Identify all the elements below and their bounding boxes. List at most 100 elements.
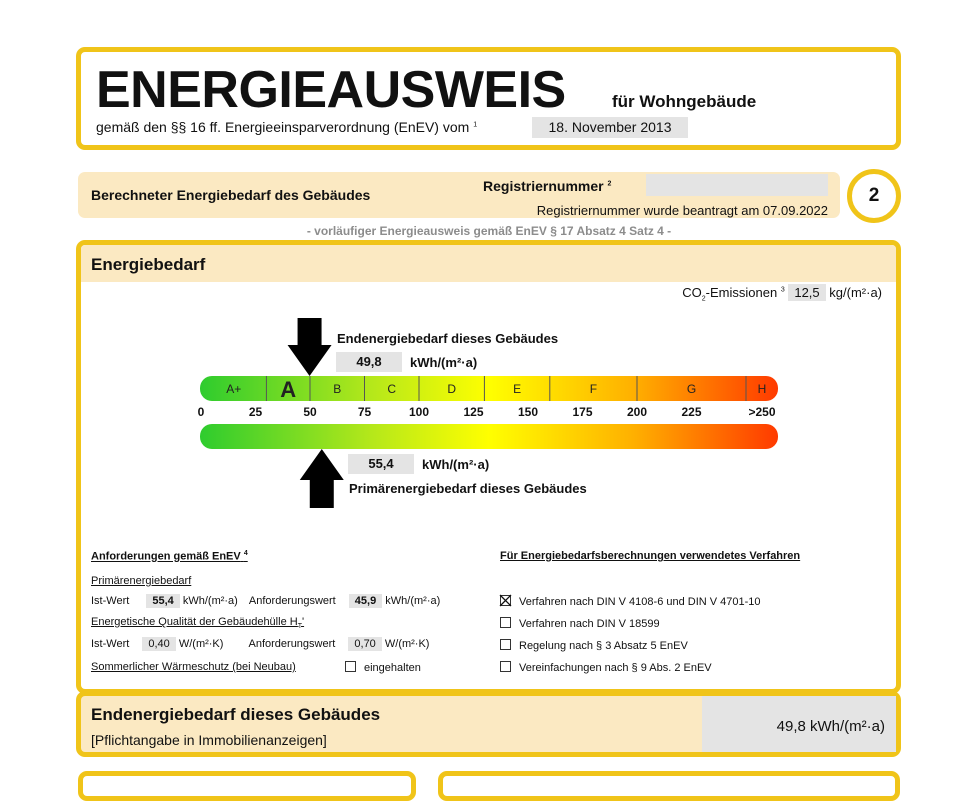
provisional-note: - vorläufiger Energieausweis gemäß EnEV … (306, 224, 672, 238)
registration-note: Registriernummer wurde beantragt am 07.0… (536, 203, 828, 218)
class-label-D: D (447, 382, 456, 396)
page-number-badge: 2 (847, 169, 901, 223)
checked-checkbox-icon (499, 594, 512, 607)
basis-text: gemäß den §§ 16 ff. Energieeinsparverord… (96, 119, 477, 135)
class-label-G: G (687, 382, 696, 396)
end-energy-value: 49,8 (336, 352, 402, 372)
cross-mark-icon (499, 594, 512, 607)
anf-label: Anforderungswert (248, 595, 336, 607)
checkbox-icon (345, 661, 356, 672)
class-label-C: C (387, 382, 396, 396)
section-title: Berechneter Energiebedarf des Gebäudes (91, 187, 371, 203)
procedure-option-label: Verfahren nach DIN V 18599 (519, 618, 660, 630)
procedure-option[interactable]: Vereinfachungen nach § 9 Abs. 2 EnEV (500, 661, 712, 674)
class-label-B: B (333, 382, 341, 396)
procedure-option-label: Regelung nach § 3 Absatz 5 EnEV (519, 640, 688, 652)
energiebedarf-header (81, 245, 896, 282)
requirements-title-text: Anforderungen gemäß EnEV (91, 550, 241, 563)
registration-label: Registriernummer 2 (483, 178, 611, 194)
envelope-prime: ' (301, 616, 305, 628)
footnote-1: 1 (473, 121, 478, 129)
procedure-option[interactable]: Verfahren nach DIN V 18599 (500, 617, 660, 630)
tick-label: 25 (249, 405, 263, 419)
tick-label: 225 (681, 405, 701, 419)
end-energy-label: Endenergiebedarf dieses Gebäudes (337, 331, 559, 346)
envelope-anf-unit: W/(m²·K) (384, 638, 430, 650)
tick-label: 200 (627, 405, 647, 419)
class-label-A+: A+ (226, 382, 241, 396)
anf-label: Anforderungswert (248, 638, 336, 650)
envelope-anf-value: 0,70 (348, 637, 382, 651)
co2-label-rest: -Emissionen (705, 285, 778, 300)
document-title: ENERGIEAUSWEIS (96, 61, 566, 119)
ist-label: Ist-Wert (91, 595, 130, 607)
summer-checkbox[interactable]: eingehalten (345, 661, 421, 674)
end-energy-unit: kWh/(m²·a) (410, 355, 478, 370)
co2-label: CO (682, 285, 702, 300)
procedure-title: Für Energiebedarfsberechnungen verwendet… (500, 550, 801, 562)
tick-label: 175 (572, 405, 592, 419)
primary-energy-unit: kWh/(m²·a) (422, 457, 490, 472)
tick-label: >250 (748, 405, 775, 419)
tick-label: 100 (409, 405, 429, 419)
summary-value: 49,8 kWh/(m²·a) (776, 718, 885, 735)
footnote-3: 3 (780, 286, 785, 294)
envelope-title-text: Energetische Qualität der Gebäudehülle H (91, 616, 298, 628)
summer-option-label: eingehalten (364, 662, 421, 674)
checkbox-icon (500, 617, 511, 628)
envelope-sub: T (297, 623, 302, 631)
requirements-title: Anforderungen gemäß EnEV 4 (91, 550, 248, 563)
procedure-option[interactable]: Regelung nach § 3 Absatz 5 EnEV (500, 639, 688, 652)
footnote-4: 4 (243, 550, 248, 557)
primary-requirement-row: Ist-Wert 55,4 kWh/(m²·a) Anforderungswer… (91, 594, 441, 608)
summary-subtitle: [Pflichtangabe in Immobilienanzeigen] (91, 732, 327, 748)
primary-anf-value: 45,9 (348, 594, 383, 608)
class-label-E: E (513, 382, 521, 396)
checkbox-icon (500, 639, 511, 650)
tick-label: 150 (518, 405, 538, 419)
ist-label: Ist-Wert (91, 638, 130, 650)
registration-number-field (646, 174, 828, 196)
tick-label: 50 (303, 405, 317, 419)
tick-label: 75 (358, 405, 372, 419)
registration-label-text: Registriernummer (483, 178, 604, 194)
co2-unit: kg/(m²·a) (829, 285, 882, 300)
envelope-title: Energetische Qualität der Gebäudehülle H… (91, 616, 304, 630)
summary-value-area (702, 696, 896, 752)
procedure-option-label: Verfahren nach DIN V 4108-6 und DIN V 47… (519, 596, 761, 608)
envelope-row: Ist-Wert 0,40 W/(m²·K) Anforderungswert … (91, 637, 430, 651)
summary-title: Endenergiebedarf dieses Gebäudes (91, 705, 381, 724)
checkbox-icon (500, 661, 511, 672)
primary-requirement-title: Primärenergiebedarf (91, 575, 192, 587)
envelope-ist-value: 0,40 (142, 637, 176, 651)
end-energy-bar (200, 376, 778, 401)
class-label-A: A (280, 377, 296, 402)
primary-energy-value: 55,4 (348, 454, 414, 474)
primary-ist-value: 55,4 (146, 594, 180, 608)
building-type: für Wohngebäude (612, 92, 757, 111)
procedure-option-label: Vereinfachungen nach § 9 Abs. 2 EnEV (519, 662, 712, 674)
envelope-ist-unit: W/(m²·K) (178, 638, 224, 650)
next-box-right (438, 771, 900, 801)
energy-scale-chart: A+ A B C D E F G H 0 25 50 75 100 125 150 175 200 225 >250 (198, 318, 778, 508)
header-box (76, 47, 901, 150)
primary-ist-unit: kWh/(m²·a) (182, 595, 238, 607)
energiebedarf-title: Energiebedarf (91, 255, 206, 274)
co2-value: 12,5 (788, 284, 826, 301)
summer-label: Sommerlicher Wärmeschutz (bei Neubau) (91, 661, 296, 673)
primary-energy-arrow-icon (299, 449, 344, 508)
footnote-2: 2 (607, 180, 612, 188)
primary-energy-label: Primärenergiebedarf dieses Gebäudes (349, 481, 587, 496)
tick-label: 125 (463, 405, 483, 419)
next-box-left (78, 771, 416, 801)
class-label-H: H (758, 382, 767, 396)
basis-label: gemäß den §§ 16 ff. Energieeinsparverord… (96, 119, 470, 135)
end-energy-arrow-icon (287, 318, 332, 376)
enev-date-field: 18. November 2013 (532, 117, 688, 138)
co2-sub: 2 (701, 295, 706, 303)
co2-emissions: CO2-Emissionen 3 12,5 kg/(m²·a) (682, 284, 882, 303)
class-label-F: F (590, 382, 597, 396)
procedure-option[interactable]: Verfahren nach DIN V 4108-6 und DIN V 47… (499, 594, 761, 608)
primary-anf-unit: kWh/(m²·a) (385, 595, 441, 607)
tick-label: 0 (198, 405, 205, 419)
